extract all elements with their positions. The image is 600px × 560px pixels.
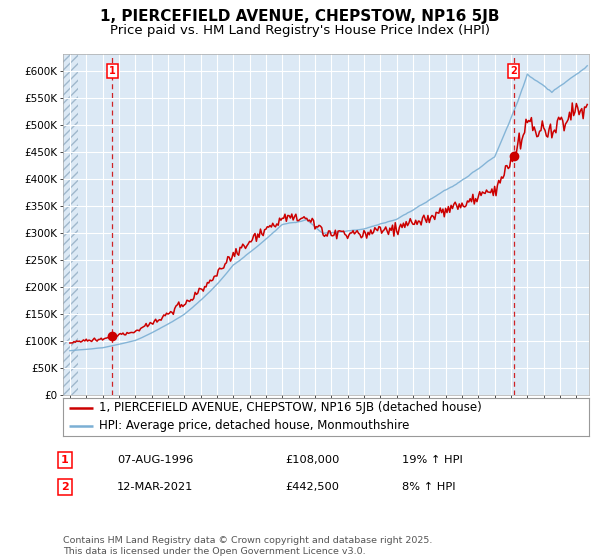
Text: Contains HM Land Registry data © Crown copyright and database right 2025.
This d: Contains HM Land Registry data © Crown c… [63,536,433,556]
Text: 1: 1 [109,66,115,76]
Text: 1: 1 [61,455,68,465]
Text: £108,000: £108,000 [285,455,340,465]
Text: 07-AUG-1996: 07-AUG-1996 [117,455,193,465]
Text: 2: 2 [61,482,68,492]
Text: 12-MAR-2021: 12-MAR-2021 [117,482,193,492]
Text: Price paid vs. HM Land Registry's House Price Index (HPI): Price paid vs. HM Land Registry's House … [110,24,490,36]
Text: 1, PIERCEFIELD AVENUE, CHEPSTOW, NP16 5JB (detached house): 1, PIERCEFIELD AVENUE, CHEPSTOW, NP16 5J… [99,401,481,414]
Text: 8% ↑ HPI: 8% ↑ HPI [402,482,455,492]
Text: HPI: Average price, detached house, Monmouthshire: HPI: Average price, detached house, Monm… [99,419,409,432]
Text: 19% ↑ HPI: 19% ↑ HPI [402,455,463,465]
Text: 1, PIERCEFIELD AVENUE, CHEPSTOW, NP16 5JB: 1, PIERCEFIELD AVENUE, CHEPSTOW, NP16 5J… [100,9,500,24]
Text: £442,500: £442,500 [285,482,339,492]
Text: 2: 2 [511,66,517,76]
